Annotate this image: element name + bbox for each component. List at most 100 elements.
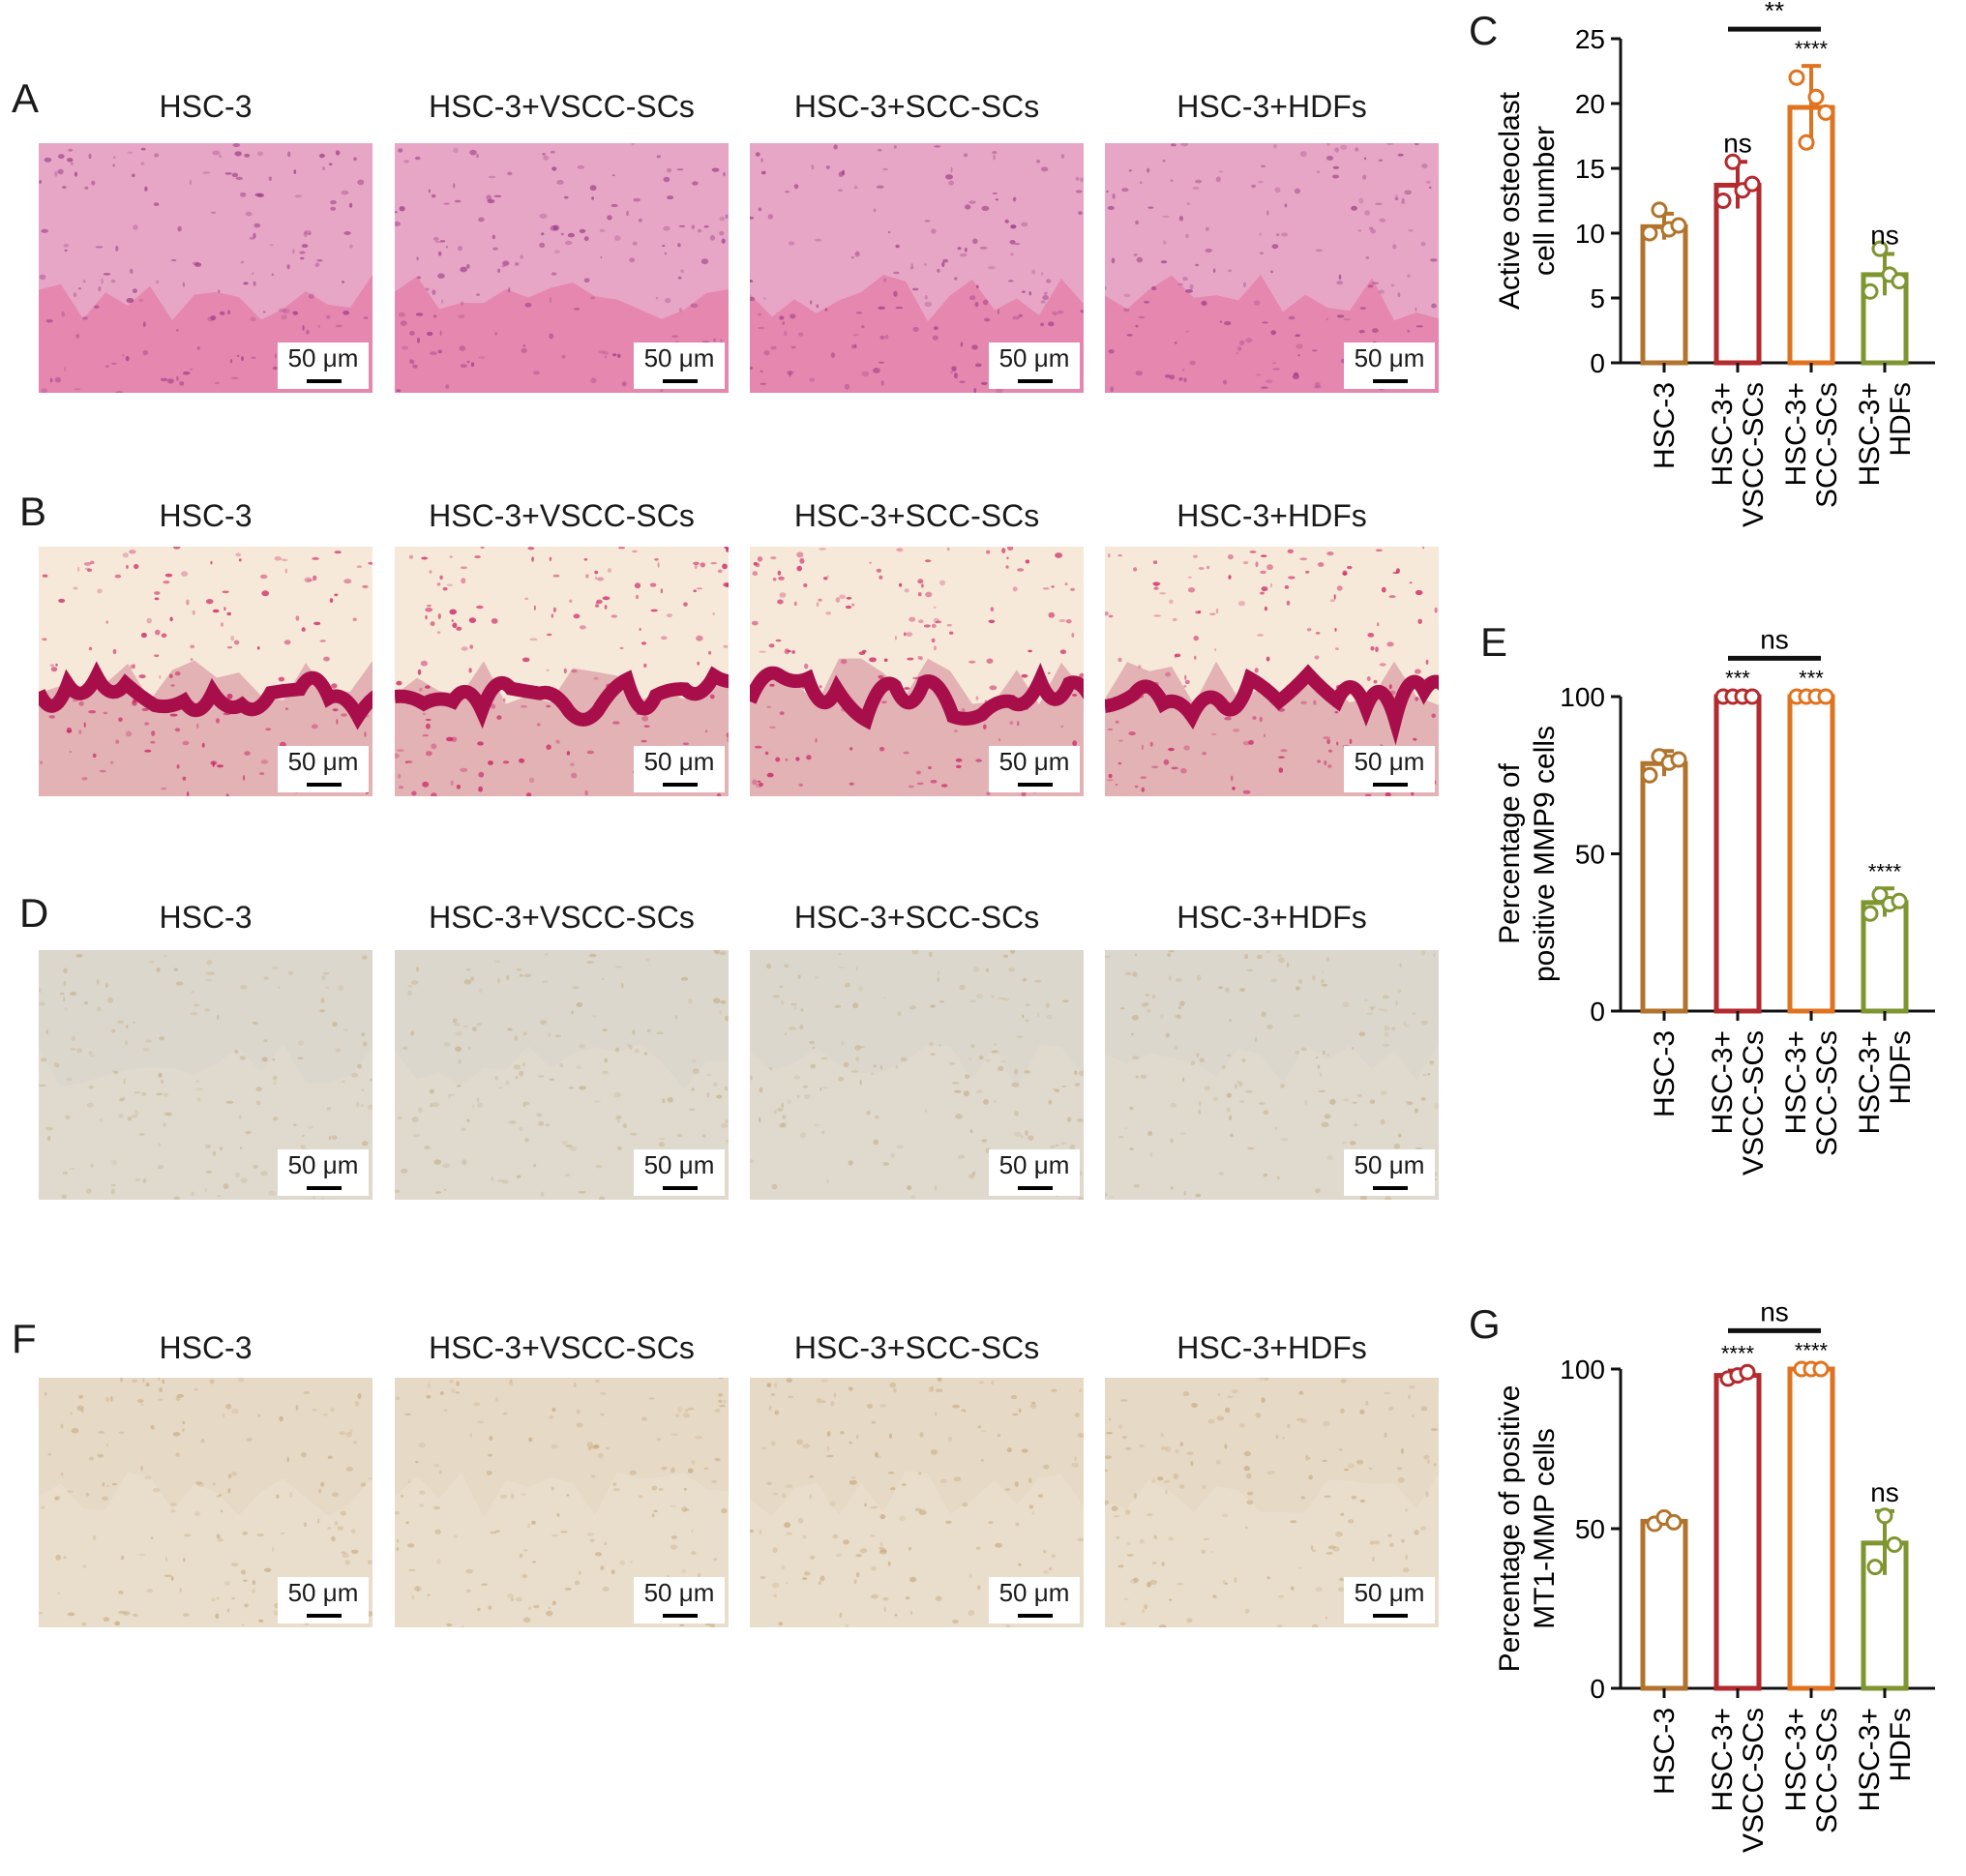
micrograph-title: HSC-3+HDFs	[1177, 900, 1367, 935]
micrograph-image: 50 μm	[750, 547, 1084, 796]
scale-bar-label: 50 μm	[643, 747, 715, 776]
scale-bar-label: 50 μm	[998, 1578, 1070, 1607]
comparison-label: **	[1765, 0, 1784, 25]
x-tick-label-line: VSCC-SCs	[1738, 382, 1770, 527]
x-tick-label: HSC-3+VSCC-SCs	[1707, 382, 1770, 527]
data-point	[1862, 283, 1879, 300]
scale-bar-label: 50 μm	[287, 747, 359, 776]
scale-bar: 50 μm	[278, 342, 369, 389]
data-point	[1665, 1513, 1683, 1531]
scale-bar: 50 μm	[634, 342, 725, 389]
x-tick-label: HSC-3+HDFs	[1854, 1708, 1917, 1812]
micrograph-image: 50 μm	[750, 950, 1084, 1200]
x-tick-label-line: HSC-3+	[1707, 1030, 1739, 1135]
x-tick-label-line: HSC-3	[1649, 382, 1681, 469]
scale-bar-line	[1373, 1614, 1408, 1618]
micrograph-title: HSC-3+VSCC-SCs	[429, 900, 695, 935]
y-tick-label: 100	[1560, 1355, 1605, 1385]
x-tick-label-line: HSC-3+	[1780, 1708, 1812, 1812]
scale-bar-label: 50 μm	[643, 1578, 715, 1607]
data-point	[1651, 201, 1668, 219]
scale-bar-label: 50 μm	[1354, 343, 1425, 372]
x-tick-label: HSC-3+HDFs	[1854, 1030, 1917, 1135]
data-point	[1670, 217, 1687, 234]
micrograph-image: 50 μm	[39, 143, 372, 393]
y-tick-label: 50	[1575, 840, 1605, 870]
micrograph-title: HSC-3+SCC-SCs	[793, 498, 1040, 533]
data-point	[1724, 153, 1742, 170]
micrograph-title: HSC-3	[159, 498, 253, 533]
data-point	[1886, 1536, 1903, 1553]
micrograph-image: 50 μm	[1105, 1378, 1439, 1627]
micrograph-image: 50 μm	[395, 950, 729, 1200]
y-axis-label-line: MT1-MMP cells	[1529, 1428, 1561, 1629]
bar	[1713, 1373, 1762, 1691]
significance-label: ns	[1870, 220, 1899, 250]
scale-bar-label: 50 μm	[1354, 1578, 1425, 1607]
x-tick-label: HSC-3+SCC-SCs	[1780, 1708, 1843, 1833]
bar	[1640, 1518, 1688, 1691]
data-point	[1812, 1360, 1830, 1378]
micrograph-title: HSC-3	[159, 900, 253, 935]
scale-bar: 50 μm	[1344, 1149, 1435, 1196]
scale-bar-line	[307, 1186, 342, 1190]
y-tick-label: 100	[1560, 682, 1605, 712]
micrograph-title: HSC-3+HDFs	[1177, 498, 1367, 533]
x-tick-label-line: HSC-3	[1649, 1708, 1681, 1795]
significance-label: ns	[1870, 1477, 1899, 1507]
bar	[1787, 1366, 1835, 1691]
panel-label-g: G	[1469, 1301, 1501, 1347]
micrograph-image: 50 μm	[39, 950, 372, 1200]
y-tick-label: 5	[1590, 283, 1605, 313]
micrograph-image: 50 μm	[1105, 950, 1439, 1200]
x-tick-label-line: HSC-3+	[1707, 382, 1739, 487]
micrograph-title: HSC-3+SCC-SCs	[793, 1330, 1040, 1365]
data-point	[1807, 88, 1825, 105]
x-tick-label-line: HDFs	[1885, 1708, 1917, 1782]
x-tick-label: HSC-3	[1649, 1030, 1681, 1117]
scale-bar-label: 50 μm	[287, 343, 359, 372]
scale-bar: 50 μm	[634, 1149, 725, 1196]
scale-bar: 50 μm	[634, 1577, 725, 1623]
significance-label: ***	[1725, 666, 1750, 690]
x-tick-label: HSC-3	[1649, 1708, 1681, 1795]
x-tick-label-line: SCC-SCs	[1811, 1030, 1843, 1156]
y-axis-label-line: Percentage of positive	[1494, 1385, 1526, 1673]
x-tick-label: HSC-3+VSCC-SCs	[1707, 1030, 1770, 1176]
scale-bar-line	[1018, 1186, 1053, 1190]
y-tick-label: 20	[1575, 89, 1605, 119]
data-point	[1871, 886, 1889, 904]
scale-bar-line	[1373, 783, 1408, 787]
x-tick-label: HSC-3+SCC-SCs	[1780, 1030, 1843, 1156]
scale-bar: 50 μm	[1344, 1577, 1435, 1623]
y-tick-label: 50	[1575, 1514, 1605, 1544]
data-point	[1891, 892, 1908, 909]
panel-label-c: C	[1469, 8, 1499, 53]
panel-label-e: E	[1480, 619, 1508, 665]
micrograph-image: 50 μm	[395, 143, 729, 393]
y-axis-label-line: positive MMP9 cells	[1529, 726, 1561, 982]
scale-bar-line	[663, 1186, 698, 1190]
x-tick-label: HSC-3+VSCC-SCs	[1707, 1708, 1770, 1853]
micrograph-image: 50 μm	[1105, 143, 1439, 393]
scale-bar-line	[1373, 1186, 1408, 1190]
y-axis-label-line: cell number	[1529, 126, 1561, 276]
scale-bar-line	[1018, 379, 1053, 383]
data-point	[1743, 688, 1761, 705]
micrograph-title: HSC-3+HDFs	[1177, 1330, 1367, 1365]
y-tick-label: 15	[1575, 154, 1605, 184]
micrograph-title: HSC-3+VSCC-SCs	[429, 498, 695, 533]
y-axis-label: Percentage of positive MMP9 cells	[1494, 726, 1561, 982]
scale-bar-label: 50 μm	[998, 1150, 1070, 1179]
y-axis-label: Percentage of positive MT1-MMP cells	[1494, 1385, 1561, 1673]
data-point	[1891, 273, 1908, 290]
scale-bar: 50 μm	[989, 1577, 1080, 1623]
micrograph-title: HSC-3+HDFs	[1177, 89, 1367, 124]
data-point	[1862, 905, 1879, 922]
micrograph-title: HSC-3+SCC-SCs	[793, 900, 1040, 935]
scale-bar: 50 μm	[634, 746, 725, 792]
x-tick-label-line: HSC-3+	[1780, 1030, 1812, 1135]
panel-label-f: F	[12, 1316, 37, 1361]
scale-bar-line	[663, 1614, 698, 1618]
x-tick-label-line: SCC-SCs	[1811, 382, 1843, 508]
